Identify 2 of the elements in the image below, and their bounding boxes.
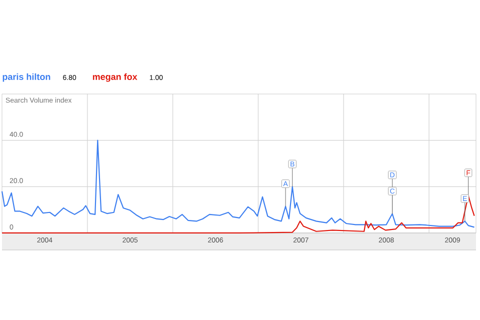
text: paris hilton bbox=[2, 73, 50, 82]
text: megan fox bbox=[92, 73, 138, 82]
